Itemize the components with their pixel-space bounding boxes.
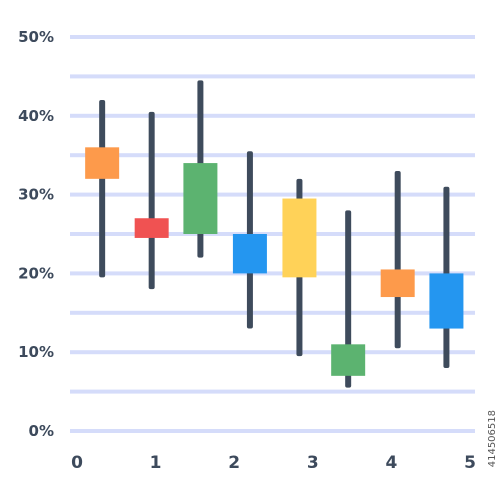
x-tick-label: 3 bbox=[307, 453, 319, 473]
candle-wick bbox=[345, 210, 352, 388]
grid-line bbox=[70, 74, 475, 79]
candle bbox=[232, 151, 267, 329]
y-tick-label: 10% bbox=[18, 343, 54, 361]
x-tick-label: 2 bbox=[228, 453, 240, 473]
grid-line bbox=[70, 192, 475, 197]
candle-wick bbox=[99, 100, 106, 278]
grid-line bbox=[70, 232, 475, 236]
grid-line bbox=[70, 113, 475, 118]
x-tick-label: 1 bbox=[150, 453, 162, 473]
grid-line bbox=[70, 429, 475, 433]
y-tick-label: 30% bbox=[18, 186, 54, 204]
candle bbox=[429, 186, 464, 368]
y-tick-label: 40% bbox=[18, 107, 54, 125]
grid-lines bbox=[70, 35, 475, 433]
y-tick-label: 0% bbox=[29, 422, 54, 440]
candle-body bbox=[85, 147, 120, 179]
candle-wick bbox=[148, 111, 155, 290]
grid-line bbox=[70, 35, 475, 39]
grid-line bbox=[70, 310, 475, 315]
x-axis-ticks: 0 1 2 3 4 5 bbox=[71, 453, 476, 473]
candle bbox=[282, 178, 317, 357]
candle-wick bbox=[394, 170, 401, 349]
candles bbox=[85, 80, 464, 388]
y-tick-label: 50% bbox=[18, 28, 54, 46]
candle-body bbox=[380, 269, 415, 298]
grid-line bbox=[70, 271, 475, 276]
y-tick-label: 20% bbox=[18, 264, 54, 282]
x-tick-label: 0 bbox=[71, 453, 83, 473]
candle-body bbox=[183, 163, 218, 234]
candle-body bbox=[282, 198, 317, 278]
x-tick-label: 5 bbox=[464, 453, 476, 473]
candle bbox=[85, 100, 120, 278]
candle bbox=[331, 210, 366, 388]
x-tick-label: 4 bbox=[385, 453, 397, 473]
y-axis-ticks: 0% 10% 20% 30% 40% 50% bbox=[18, 28, 54, 440]
candle-body bbox=[232, 234, 267, 274]
candle-body bbox=[429, 273, 464, 329]
candle-body bbox=[134, 218, 169, 238]
candle-body bbox=[331, 344, 366, 376]
candle bbox=[380, 170, 415, 349]
grid-line bbox=[70, 350, 475, 355]
grid-line bbox=[70, 153, 475, 158]
candle bbox=[183, 80, 218, 258]
candle bbox=[134, 111, 169, 290]
stock-id-label: 414506518 bbox=[487, 410, 498, 468]
grid-line bbox=[70, 389, 475, 394]
